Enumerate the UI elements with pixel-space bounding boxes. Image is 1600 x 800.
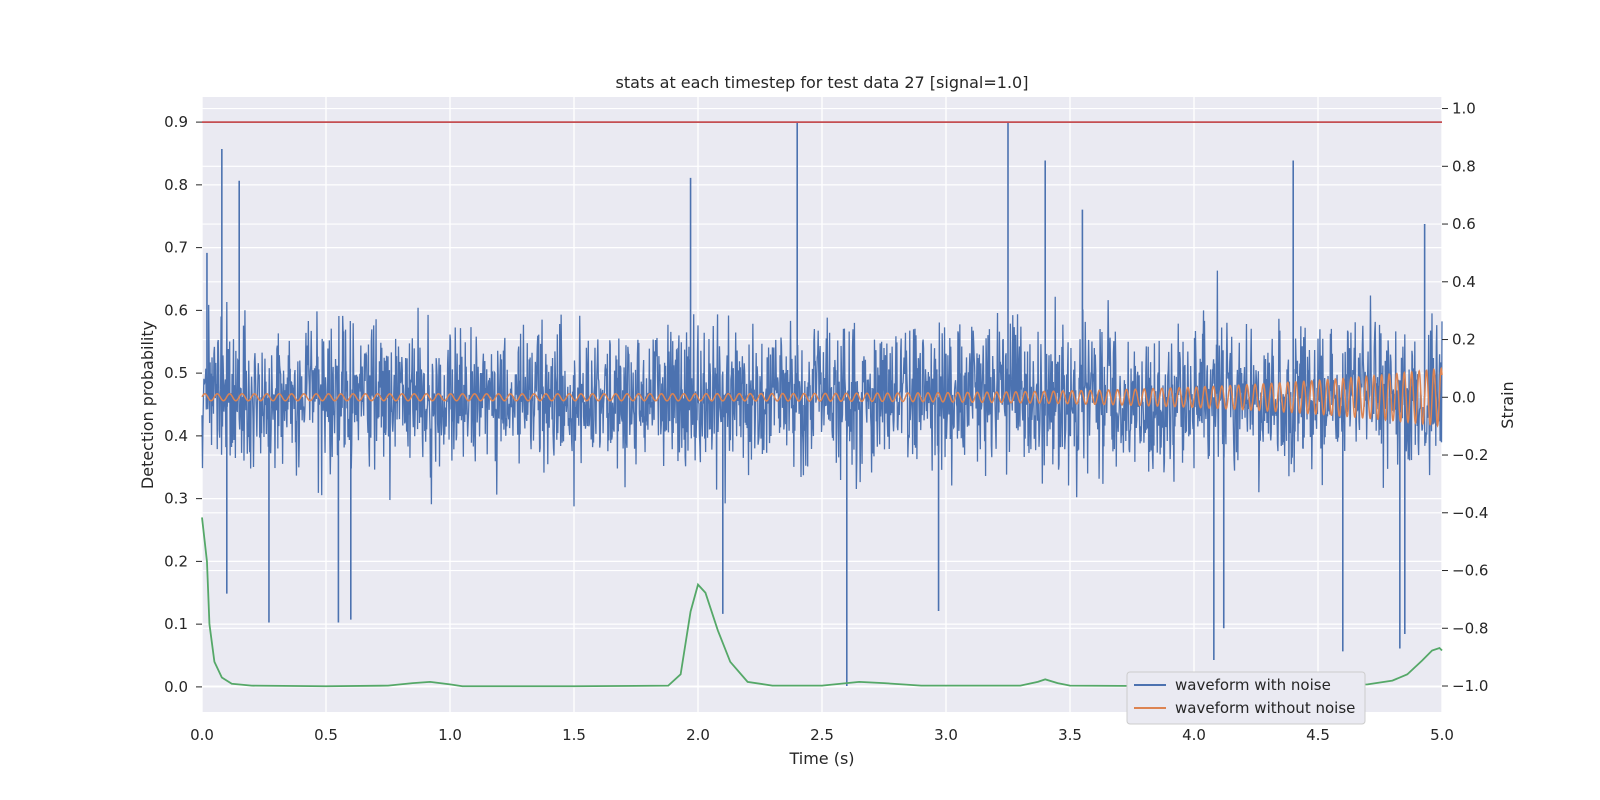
series-waveform-with-noise (201, 270, 1443, 507)
y-tick-label: 0.8 (164, 176, 188, 194)
x-tick-label: 0.5 (314, 726, 338, 744)
y-tick-label: 0.9 (164, 113, 188, 131)
y2-tick-label: 1.0 (1452, 100, 1476, 118)
y2-tick-label: −0.4 (1452, 504, 1488, 522)
x-tick-label: 2.5 (810, 726, 834, 744)
x-tick-label: 3.5 (1058, 726, 1082, 744)
y2-axis-label: Strain (1498, 381, 1517, 428)
y2-tick-label: −0.2 (1452, 446, 1488, 464)
y2-tick-label: 0.2 (1452, 331, 1476, 349)
x-tick-label: 5.0 (1430, 726, 1454, 744)
legend: waveform with noise waveform without noi… (1126, 671, 1366, 725)
x-tick-label: 1.0 (438, 726, 462, 744)
legend-label-clean: waveform without noise (1175, 699, 1355, 717)
y2-tick-label: 0.0 (1452, 388, 1476, 406)
y-tick-label: 0.5 (164, 364, 188, 382)
y-tick-label: 0.4 (164, 427, 188, 445)
y2-tick-label: −0.8 (1452, 619, 1488, 637)
x-tick-label: 4.0 (1182, 726, 1206, 744)
x-tick-label: 1.5 (562, 726, 586, 744)
y2-tick-label: 0.8 (1452, 157, 1476, 175)
x-tick-label: 4.5 (1306, 726, 1330, 744)
y2-tick-label: 0.4 (1452, 273, 1476, 291)
y-tick-label: 0.1 (164, 615, 188, 633)
y-tick-label: 0.3 (164, 490, 188, 508)
y-tick-label: 0.7 (164, 239, 188, 257)
x-axis-label: Time (s) (788, 749, 854, 768)
legend-box (1126, 671, 1366, 725)
axes: 0.0 0.5 1.0 1.5 2.0 2.5 3.0 3.5 4.0 4.5 5.0 0.0 0.1 0… (164, 100, 1488, 744)
y-tick-label: 0.6 (164, 301, 188, 319)
y-axis-label: Detection probability (138, 321, 157, 489)
y2-tick-label: −0.6 (1452, 562, 1488, 580)
y-tick-label: 0.2 (164, 552, 188, 570)
chart-title: stats at each timestep for test data 27 … (616, 73, 1029, 92)
x-tick-label: 2.0 (686, 726, 710, 744)
series-waveform-without-noise (201, 366, 1443, 428)
y2-tick-label: 0.6 (1452, 215, 1476, 233)
x-tick-label: 3.0 (934, 726, 958, 744)
legend-label-noisy: waveform with noise (1175, 676, 1331, 694)
y2-tick-label: −1.0 (1452, 677, 1488, 695)
y-tick-label: 0.0 (164, 678, 188, 696)
x-tick-label: 0.0 (190, 726, 214, 744)
